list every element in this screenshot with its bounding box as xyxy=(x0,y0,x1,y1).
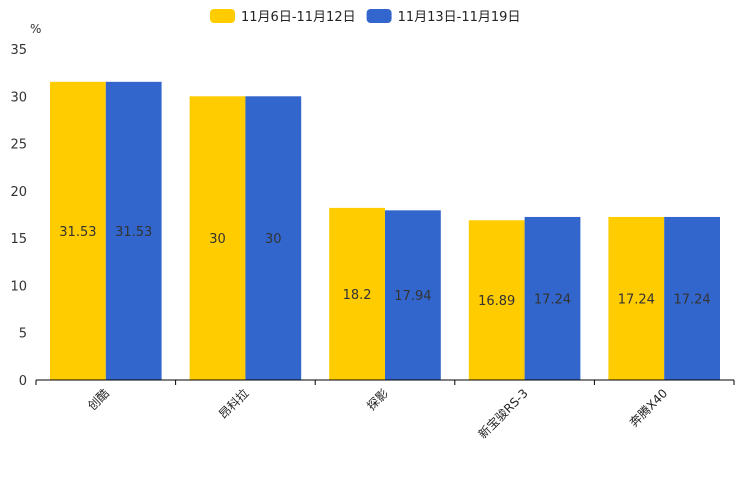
legend-swatch xyxy=(366,9,392,23)
bar xyxy=(189,96,246,381)
data-label: 30 xyxy=(265,232,282,247)
y-tick-label: 0 xyxy=(19,374,27,389)
bar xyxy=(524,216,581,380)
y-tick-label: 25 xyxy=(10,138,27,153)
bar xyxy=(385,210,441,380)
y-tick-label: 5 xyxy=(19,327,27,342)
legend-label: 11月6日-11月12日 xyxy=(241,10,356,25)
bar xyxy=(245,96,302,381)
bar xyxy=(50,81,106,380)
x-tick-label: 昂科拉 xyxy=(215,386,251,422)
y-tick-label: 10 xyxy=(10,279,27,294)
x-tick-label: 创酷 xyxy=(85,386,112,413)
x-tick-label: 奔腾X40 xyxy=(626,386,670,430)
data-label: 18.2 xyxy=(343,288,372,303)
data-label: 30 xyxy=(209,232,226,247)
y-tick-label: 15 xyxy=(10,232,27,247)
data-label: 17.24 xyxy=(534,292,571,307)
y-tick-label: 20 xyxy=(10,185,27,200)
data-label: 16.89 xyxy=(478,294,515,309)
data-label: 17.24 xyxy=(673,292,710,307)
y-tick-label: 30 xyxy=(10,90,27,105)
bar xyxy=(329,207,385,380)
data-label: 31.53 xyxy=(115,225,152,240)
data-label: 17.94 xyxy=(394,289,431,304)
y-tick-label: 35 xyxy=(10,43,27,58)
data-label: 31.53 xyxy=(59,225,96,240)
bar xyxy=(105,81,162,380)
bar xyxy=(664,216,720,380)
data-label: 17.24 xyxy=(618,292,655,307)
legend-swatch xyxy=(210,9,235,23)
legend-label: 11月13日-11月19日 xyxy=(398,10,521,25)
bar xyxy=(608,216,665,380)
bar xyxy=(468,220,525,380)
x-tick-label: 新宝骏RS-3 xyxy=(475,386,531,442)
y-axis-label: % xyxy=(30,22,41,36)
x-tick-label: 探影 xyxy=(364,386,391,413)
